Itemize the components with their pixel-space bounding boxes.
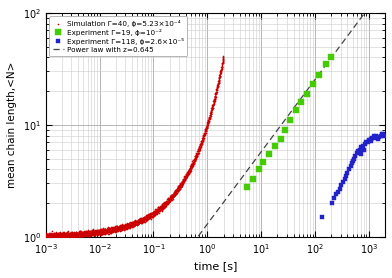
Experiment Γ=19, ϕ=10⁻² [294, 109, 299, 112]
Experiment Γ=118, ϕ=2.6×10⁻⁵ [381, 132, 386, 136]
Experiment Γ=118, ϕ=2.6×10⁻⁵ [342, 177, 347, 180]
Legend: Simulation Γ=40, ϕ=5.23×10⁻⁴, Experiment Γ=19, ϕ=10⁻², Experiment Γ=118, ϕ=2.6×1: Simulation Γ=40, ϕ=5.23×10⁻⁴, Experiment… [49, 16, 187, 56]
Experiment Γ=118, ϕ=2.6×10⁻⁵ [341, 180, 345, 183]
Experiment Γ=118, ϕ=2.6×10⁻⁵ [359, 146, 364, 149]
Line: Simulation Γ=40, ϕ=5.23×10⁻⁴: Simulation Γ=40, ϕ=5.23×10⁻⁴ [45, 55, 225, 238]
Power law with z=0.645 [303, 91, 308, 94]
Simulation Γ=40, ϕ=5.23×10⁻⁴ [120, 225, 125, 229]
Experiment Γ=19, ϕ=10⁻² [317, 73, 321, 76]
Simulation Γ=40, ϕ=5.23×10⁻⁴ [96, 230, 101, 234]
Experiment Γ=118, ϕ=2.6×10⁻⁵ [373, 136, 377, 140]
Experiment Γ=118, ϕ=2.6×10⁻⁵ [363, 142, 367, 145]
Experiment Γ=118, ϕ=2.6×10⁻⁵ [330, 202, 335, 205]
Simulation Γ=40, ϕ=5.23×10⁻⁴ [195, 149, 200, 152]
Experiment Γ=118, ϕ=2.6×10⁻⁵ [338, 187, 342, 190]
Experiment Γ=19, ϕ=10⁻² [272, 144, 277, 147]
Experiment Γ=118, ϕ=2.6×10⁻⁵ [336, 191, 341, 194]
Experiment Γ=118, ϕ=2.6×10⁻⁵ [347, 168, 352, 171]
Line: Experiment Γ=19, ϕ=10⁻²: Experiment Γ=19, ϕ=10⁻² [244, 55, 334, 190]
Experiment Γ=19, ϕ=10⁻² [261, 160, 266, 163]
Experiment Γ=19, ϕ=10⁻² [278, 137, 283, 140]
Experiment Γ=118, ϕ=2.6×10⁻⁵ [382, 134, 387, 137]
Power law with z=0.645 [350, 27, 355, 31]
Experiment Γ=118, ϕ=2.6×10⁻⁵ [361, 148, 366, 151]
Line: Experiment Γ=118, ϕ=2.6×10⁻⁵: Experiment Γ=118, ϕ=2.6×10⁻⁵ [320, 132, 387, 219]
Experiment Γ=118, ϕ=2.6×10⁻⁵ [350, 161, 354, 164]
Experiment Γ=118, ϕ=2.6×10⁻⁵ [332, 197, 337, 200]
Experiment Γ=118, ϕ=2.6×10⁻⁵ [378, 134, 383, 137]
Experiment Γ=118, ϕ=2.6×10⁻⁵ [377, 135, 381, 139]
Experiment Γ=118, ϕ=2.6×10⁻⁵ [353, 154, 358, 157]
Experiment Γ=118, ϕ=2.6×10⁻⁵ [344, 174, 348, 178]
Experiment Γ=118, ϕ=2.6×10⁻⁵ [372, 135, 376, 138]
Simulation Γ=40, ϕ=5.23×10⁻⁴ [195, 150, 200, 153]
Experiment Γ=118, ϕ=2.6×10⁻⁵ [367, 138, 372, 142]
Experiment Γ=118, ϕ=2.6×10⁻⁵ [356, 150, 361, 153]
Experiment Γ=118, ϕ=2.6×10⁻⁵ [379, 133, 384, 136]
Power law with z=0.645 [299, 96, 304, 99]
Experiment Γ=19, ϕ=10⁻² [267, 152, 271, 156]
Experiment Γ=19, ϕ=10⁻² [256, 168, 261, 171]
Experiment Γ=118, ϕ=2.6×10⁻⁵ [374, 134, 378, 137]
Experiment Γ=118, ϕ=2.6×10⁻⁵ [348, 164, 353, 168]
Line: Power law with z=0.645: Power law with z=0.645 [180, 0, 385, 260]
Experiment Γ=118, ϕ=2.6×10⁻⁵ [364, 140, 369, 144]
Simulation Γ=40, ϕ=5.23×10⁻⁴ [221, 55, 226, 58]
Experiment Γ=118, ϕ=2.6×10⁻⁵ [370, 136, 375, 139]
Experiment Γ=118, ϕ=2.6×10⁻⁵ [365, 140, 370, 143]
Experiment Γ=19, ϕ=10⁻² [324, 62, 328, 66]
Experiment Γ=19, ϕ=10⁻² [250, 177, 255, 180]
Experiment Γ=118, ϕ=2.6×10⁻⁵ [345, 172, 350, 175]
Experiment Γ=118, ϕ=2.6×10⁻⁵ [334, 193, 339, 196]
Experiment Γ=19, ϕ=10⁻² [299, 100, 303, 104]
Power law with z=0.645 [179, 258, 183, 261]
Experiment Γ=118, ϕ=2.6×10⁻⁵ [319, 215, 324, 219]
Experiment Γ=19, ϕ=10⁻² [329, 56, 334, 59]
Y-axis label: mean chain length,<N>: mean chain length,<N> [7, 62, 17, 188]
Experiment Γ=118, ϕ=2.6×10⁻⁵ [361, 144, 365, 147]
Experiment Γ=118, ϕ=2.6×10⁻⁵ [368, 137, 373, 140]
Experiment Γ=118, ϕ=2.6×10⁻⁵ [354, 152, 359, 155]
Power law with z=0.645 [363, 10, 368, 13]
Power law with z=0.645 [300, 95, 305, 98]
Simulation Γ=40, ϕ=5.23×10⁻⁴ [44, 235, 48, 239]
X-axis label: time [s]: time [s] [194, 261, 237, 271]
Experiment Γ=118, ϕ=2.6×10⁻⁵ [358, 152, 363, 156]
Experiment Γ=118, ϕ=2.6×10⁻⁵ [358, 148, 362, 151]
Experiment Γ=118, ϕ=2.6×10⁻⁵ [350, 159, 355, 162]
Simulation Γ=40, ϕ=5.23×10⁻⁴ [210, 105, 215, 108]
Experiment Γ=118, ϕ=2.6×10⁻⁵ [339, 183, 344, 187]
Simulation Γ=40, ϕ=5.23×10⁻⁴ [89, 234, 94, 237]
Experiment Γ=118, ϕ=2.6×10⁻⁵ [369, 139, 374, 143]
Experiment Γ=19, ϕ=10⁻² [245, 185, 250, 188]
Experiment Γ=118, ϕ=2.6×10⁻⁵ [375, 137, 380, 140]
Experiment Γ=19, ϕ=10⁻² [288, 118, 293, 122]
Power law with z=0.645 [178, 259, 183, 262]
Experiment Γ=19, ϕ=10⁻² [310, 83, 315, 86]
Experiment Γ=19, ϕ=10⁻² [304, 92, 309, 95]
Experiment Γ=118, ϕ=2.6×10⁻⁵ [351, 157, 356, 160]
Experiment Γ=19, ϕ=10⁻² [283, 128, 288, 132]
